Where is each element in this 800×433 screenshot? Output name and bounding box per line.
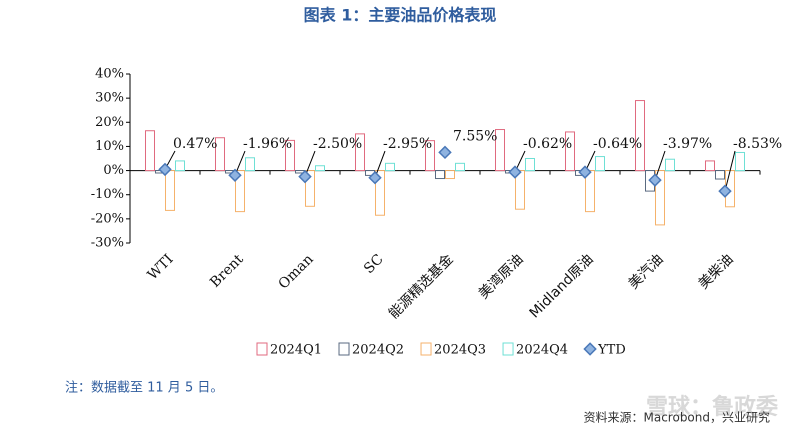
ytd-marker xyxy=(158,162,172,177)
bar xyxy=(145,130,155,172)
bar xyxy=(435,170,445,180)
x-tick-label: Oman xyxy=(276,251,317,292)
x-tick-label: Midland原油 xyxy=(527,251,597,321)
ytd-label: -8.53% xyxy=(733,136,782,152)
bar xyxy=(635,100,645,172)
y-tick-label: -30% xyxy=(91,236,124,251)
legend-label: 2024Q2 xyxy=(352,343,404,358)
bar xyxy=(595,156,605,172)
legend-label: 2024Q3 xyxy=(434,343,486,358)
bar xyxy=(735,151,745,172)
bar xyxy=(455,162,465,172)
ytd-label: -0.64% xyxy=(593,136,642,152)
y-tick-label: 40% xyxy=(95,67,124,82)
bar xyxy=(525,158,535,172)
x-tick-label: Brent xyxy=(207,251,247,291)
ytd-label: -0.62% xyxy=(523,136,572,152)
bar xyxy=(215,137,225,172)
legend-label: 2024Q4 xyxy=(516,343,568,358)
bar xyxy=(245,157,255,172)
legend-marker xyxy=(583,342,597,356)
bar xyxy=(565,131,575,172)
bar xyxy=(715,170,725,180)
legend-label: YTD xyxy=(597,343,626,358)
legend-label: 2024Q1 xyxy=(270,343,322,358)
ytd-label: -2.50% xyxy=(313,136,362,152)
y-tick-label: -20% xyxy=(91,211,124,226)
y-tick-label: 20% xyxy=(95,115,124,130)
ytd-marker xyxy=(228,168,242,183)
ytd-marker xyxy=(718,184,732,198)
x-tick-label: WTI xyxy=(145,251,177,283)
ytd-marker xyxy=(298,169,312,184)
ytd-marker xyxy=(578,165,592,179)
ytd-label: 0.47% xyxy=(173,136,217,152)
bar xyxy=(175,160,185,172)
bar xyxy=(305,170,315,207)
bar xyxy=(665,158,675,172)
x-tick-label: 美柴油 xyxy=(696,251,737,292)
y-tick-label: 10% xyxy=(95,139,124,154)
ytd-label: -3.97% xyxy=(663,136,712,152)
bar xyxy=(705,160,715,172)
legend-swatch xyxy=(420,342,432,356)
bar xyxy=(425,140,435,172)
leader-line xyxy=(724,150,736,192)
bar xyxy=(165,170,175,211)
x-tick-label: 美汽油 xyxy=(626,251,667,292)
watermark: 雪球：鲁政委 xyxy=(646,394,778,420)
ytd-label: 7.55% xyxy=(453,128,497,144)
ytd-marker xyxy=(368,170,382,185)
x-tick-label: SC xyxy=(361,251,387,277)
bar xyxy=(385,162,395,172)
y-tick-label: 30% xyxy=(95,91,124,106)
legend-swatch xyxy=(338,342,350,356)
bar xyxy=(655,170,665,226)
ytd-label: -2.95% xyxy=(383,136,432,152)
bar xyxy=(235,170,245,213)
ytd-marker xyxy=(648,173,662,187)
ytd-marker xyxy=(438,145,452,160)
source: 资料来源：Macrobond，兴业研究 xyxy=(584,410,771,425)
legend-swatch xyxy=(502,342,514,356)
bar xyxy=(375,170,385,216)
bar xyxy=(355,133,365,172)
note: 注：数据截至 11 月 5 日。 xyxy=(65,381,223,396)
bar xyxy=(315,165,325,172)
bar xyxy=(445,170,455,180)
ytd-marker xyxy=(508,165,522,179)
bar xyxy=(285,139,295,172)
x-tick-label: 美湾原油 xyxy=(475,251,527,303)
y-tick-label: -10% xyxy=(91,187,124,202)
ytd-label: -1.96% xyxy=(243,136,292,152)
legend-swatch xyxy=(256,342,268,356)
x-tick-label: 能源精选基金 xyxy=(385,251,456,322)
y-tick-label: 0% xyxy=(103,163,124,178)
chart-title: 图表 1：主要油品价格表现 xyxy=(304,6,497,25)
bar xyxy=(495,129,505,172)
